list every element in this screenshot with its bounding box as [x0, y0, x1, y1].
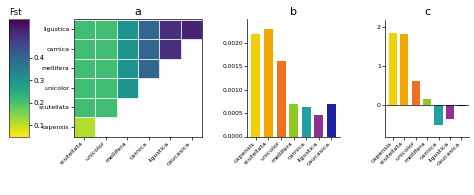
- Bar: [117, 20, 138, 39]
- Title: a: a: [135, 7, 142, 17]
- Bar: [423, 99, 431, 105]
- Bar: [389, 33, 397, 105]
- Bar: [276, 61, 286, 136]
- Bar: [117, 78, 138, 98]
- Bar: [411, 81, 420, 105]
- Bar: [74, 78, 95, 98]
- Bar: [95, 58, 117, 78]
- Bar: [74, 39, 95, 58]
- Bar: [264, 29, 273, 136]
- Bar: [95, 98, 117, 117]
- Title: b: b: [290, 7, 297, 17]
- Bar: [251, 34, 260, 136]
- Bar: [446, 105, 454, 119]
- Bar: [117, 39, 138, 58]
- Bar: [435, 105, 443, 125]
- Bar: [74, 98, 95, 117]
- Bar: [302, 107, 311, 136]
- Bar: [289, 104, 298, 136]
- Text: Fst: Fst: [9, 8, 22, 17]
- Bar: [159, 39, 181, 58]
- Bar: [138, 58, 159, 78]
- Bar: [95, 78, 117, 98]
- Bar: [400, 34, 409, 105]
- Bar: [138, 39, 159, 58]
- Bar: [314, 115, 323, 136]
- Title: c: c: [424, 7, 430, 17]
- Bar: [327, 104, 336, 136]
- Bar: [138, 20, 159, 39]
- Bar: [74, 58, 95, 78]
- Bar: [74, 20, 95, 39]
- Bar: [95, 39, 117, 58]
- Bar: [117, 58, 138, 78]
- Bar: [159, 20, 181, 39]
- Bar: [74, 117, 95, 136]
- Bar: [95, 20, 117, 39]
- Bar: [181, 20, 202, 39]
- Bar: [457, 105, 465, 106]
